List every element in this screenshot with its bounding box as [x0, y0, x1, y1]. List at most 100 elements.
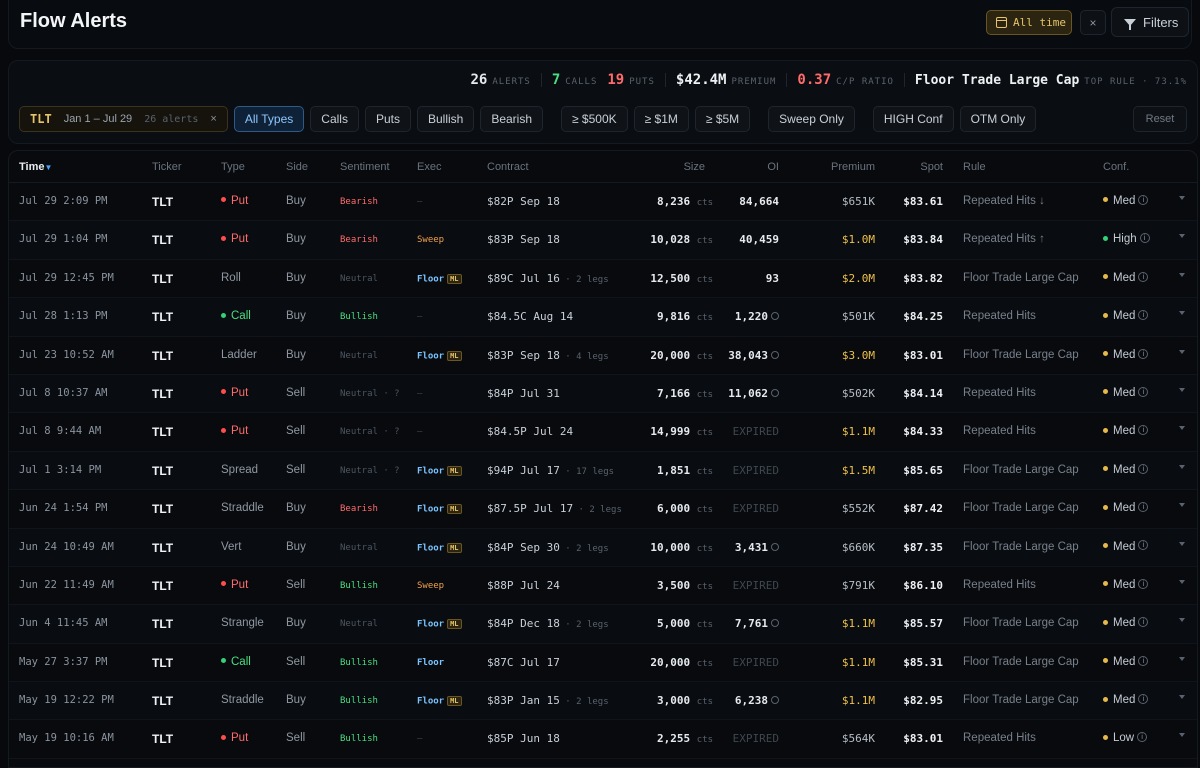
info-icon[interactable]: i	[1138, 386, 1149, 397]
column-side[interactable]: Side	[286, 161, 309, 173]
reset-button[interactable]: Reset	[1133, 106, 1187, 132]
expand-row-icon[interactable]	[1179, 464, 1185, 469]
expand-row-icon[interactable]	[1179, 387, 1185, 392]
table-row[interactable]: Jul 29 2:09 PM TLT Put Buy Bearish — $82…	[9, 183, 1197, 222]
expand-row-icon[interactable]	[1179, 196, 1185, 200]
column-ticker[interactable]: Ticker	[152, 161, 182, 173]
filter-otm-only[interactable]: OTM Only	[959, 106, 1037, 132]
cell-ticker[interactable]: TLT	[152, 540, 174, 555]
info-icon[interactable]: i	[1139, 233, 1150, 244]
cell-spot: $85.31	[903, 655, 943, 669]
expand-row-icon[interactable]	[1179, 579, 1185, 584]
ticker-filter-chip[interactable]: TLT Jan 1 – Jul 29 26 alerts ×	[19, 106, 228, 132]
column-premium[interactable]: Premium	[830, 161, 875, 173]
cell-ticker[interactable]: TLT	[152, 502, 174, 517]
clear-date-button[interactable]: ×	[1080, 10, 1106, 35]
info-icon[interactable]: i	[1138, 271, 1149, 282]
info-icon[interactable]: i	[1138, 694, 1149, 705]
cell-ticker[interactable]: TLT	[152, 463, 174, 478]
column-time[interactable]: Time▼	[19, 161, 53, 173]
column-conf[interactable]: Conf.	[1103, 161, 1130, 173]
cell-ticker[interactable]: TLT	[152, 271, 174, 286]
info-icon[interactable]: i	[1138, 502, 1149, 513]
cell-ticker[interactable]: TLT	[152, 694, 174, 709]
column-oi[interactable]: OI	[767, 161, 779, 173]
expand-row-icon[interactable]	[1179, 733, 1185, 738]
expand-row-icon[interactable]	[1179, 618, 1185, 623]
filter-all-types[interactable]: All Types	[233, 106, 305, 132]
cell-time: Jun 24 10:49 AM	[19, 540, 114, 553]
filter-premium-5m[interactable]: ≥ $5M	[694, 106, 751, 132]
cell-premium: $1.1M	[841, 617, 875, 631]
expand-row-icon[interactable]	[1179, 541, 1185, 546]
info-icon[interactable]: i	[1138, 578, 1149, 589]
cell-ticker[interactable]: TLT	[152, 425, 174, 440]
table-row[interactable]: Jun 4 11:45 AM TLT Strangle Buy Neutral …	[9, 605, 1197, 644]
cell-time: Jun 4 11:45 AM	[19, 617, 108, 630]
filter-premium-1m[interactable]: ≥ $1M	[633, 106, 689, 132]
cell-ticker[interactable]: TLT	[152, 578, 174, 593]
column-exec[interactable]: Exec	[417, 161, 442, 173]
filter-high-conf[interactable]: HIGH Conf	[872, 106, 954, 132]
info-icon[interactable]: i	[1138, 425, 1149, 436]
column-contract[interactable]: Contract	[487, 161, 529, 173]
remove-ticker-filter-button[interactable]: ×	[210, 113, 217, 125]
cell-ticker[interactable]: TLT	[152, 233, 174, 248]
cell-type: Put	[221, 195, 248, 207]
cell-ticker[interactable]: TLT	[152, 655, 174, 670]
table-row[interactable]: May 19 10:16 AM TLT Put Sell Bullish — $…	[9, 720, 1197, 759]
table-row[interactable]: Jul 8 9:44 AM TLT Put Sell Neutral · ? —…	[9, 413, 1197, 452]
info-icon[interactable]: i	[1138, 617, 1149, 628]
table-row[interactable]: Jul 29 1:04 PM TLT Put Buy Bearish Sweep…	[9, 221, 1197, 260]
expand-row-icon[interactable]	[1179, 426, 1185, 431]
cell-ticker[interactable]: TLT	[152, 386, 174, 401]
filter-calls[interactable]: Calls	[310, 106, 359, 132]
cell-ticker[interactable]: TLT	[152, 732, 174, 747]
column-type[interactable]: Type	[221, 161, 245, 173]
filter-puts[interactable]: Puts	[364, 106, 411, 132]
table-row[interactable]: Jun 24 1:54 PM TLT Straddle Buy Bearish …	[9, 490, 1197, 529]
info-icon[interactable]: i	[1138, 194, 1149, 205]
table-row[interactable]: Jun 22 11:49 AM TLT Put Sell Bullish Swe…	[9, 567, 1197, 606]
info-icon[interactable]: i	[1137, 732, 1148, 743]
cell-ticker[interactable]: TLT	[152, 348, 174, 363]
ml-badge: ML	[447, 273, 462, 284]
cell-premium: $660K	[841, 540, 875, 554]
expand-row-icon[interactable]	[1179, 272, 1185, 277]
column-spot[interactable]: Spot	[920, 161, 943, 173]
cell-ticker[interactable]: TLT	[152, 195, 174, 209]
table-row[interactable]: Jul 1 3:14 PM TLT Spread Sell Neutral · …	[9, 451, 1197, 491]
table-row[interactable]: May 27 3:37 PM TLT Call Sell Bullish Flo…	[9, 644, 1197, 683]
table-row[interactable]: Jul 28 1:13 PM TLT Call Buy Bullish — $8…	[9, 298, 1197, 337]
cell-side: Sell	[286, 386, 306, 399]
expand-row-icon[interactable]	[1179, 695, 1185, 700]
info-icon[interactable]: i	[1138, 310, 1149, 321]
table-row[interactable]: Jul 23 10:52 AM TLT Ladder Buy Neutral F…	[9, 337, 1197, 375]
expand-row-icon[interactable]	[1179, 656, 1185, 661]
cell-ticker[interactable]: TLT	[152, 617, 174, 632]
expand-row-icon[interactable]	[1179, 311, 1185, 316]
table-row[interactable]: Jun 24 10:49 AM TLT Vert Buy Neutral Flo…	[9, 528, 1197, 567]
all-time-button[interactable]: All time	[986, 10, 1072, 35]
cell-ticker[interactable]: TLT	[152, 310, 174, 325]
expand-row-icon[interactable]	[1179, 349, 1185, 354]
info-icon[interactable]: i	[1138, 540, 1149, 551]
filters-button[interactable]: Filters	[1111, 7, 1189, 37]
info-icon[interactable]: i	[1138, 463, 1149, 474]
table-row[interactable]: May 19 12:22 PM TLT Straddle Buy Bullish…	[9, 682, 1197, 721]
cell-confidence: Med i	[1103, 694, 1149, 706]
expand-row-icon[interactable]	[1179, 503, 1185, 508]
info-icon[interactable]: i	[1138, 348, 1149, 359]
info-icon[interactable]: i	[1138, 655, 1149, 666]
expand-row-icon[interactable]	[1179, 234, 1185, 239]
filter-sweep-only[interactable]: Sweep Only	[768, 106, 855, 132]
table-row[interactable]: Jul 8 10:37 AM TLT Put Sell Neutral · ? …	[9, 374, 1197, 414]
column-sentiment[interactable]: Sentiment	[340, 161, 390, 173]
filter-bullish[interactable]: Bullish	[416, 106, 475, 132]
filter-premium-500k[interactable]: ≥ $500K	[561, 106, 628, 132]
table-row[interactable]: Jul 29 12:45 PM TLT Roll Buy Neutral Flo…	[9, 260, 1197, 299]
filter-bearish[interactable]: Bearish	[480, 106, 544, 132]
cell-side: Sell	[286, 463, 306, 476]
column-size[interactable]: Size	[683, 161, 705, 173]
column-rule[interactable]: Rule	[963, 161, 986, 173]
